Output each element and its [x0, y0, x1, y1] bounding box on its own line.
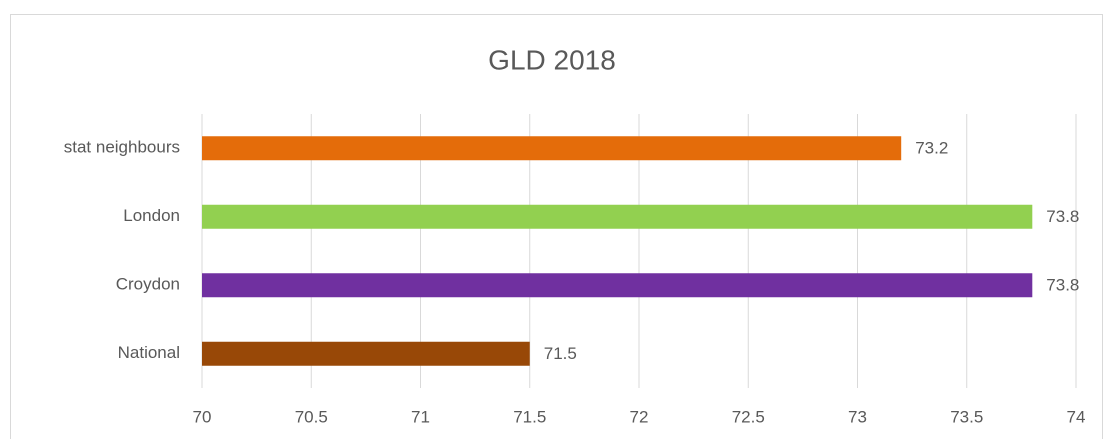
x-tick-label: 72.5: [732, 407, 765, 426]
y-tick-label: London: [123, 206, 180, 225]
bar: [202, 204, 1033, 229]
y-tick-label: National: [118, 343, 180, 362]
x-tick-label: 70.5: [295, 407, 328, 426]
bar: [202, 341, 530, 366]
bar: [202, 273, 1033, 298]
x-tick-label: 73: [848, 407, 867, 426]
data-label: 73.2: [915, 139, 948, 158]
x-tick-label: 70: [193, 407, 212, 426]
data-label: 73.8: [1046, 276, 1079, 295]
x-tick-label: 72: [630, 407, 649, 426]
data-label: 73.8: [1046, 207, 1079, 226]
x-tick-label: 73.5: [950, 407, 983, 426]
data-label: 71.5: [544, 344, 577, 363]
y-tick-label: Croydon: [116, 275, 180, 294]
x-tick-label: 74: [1067, 407, 1086, 426]
bar: [202, 136, 902, 161]
x-tick-label: 71: [411, 407, 430, 426]
chart-title: GLD 2018: [488, 44, 616, 75]
y-tick-label: stat neighbours: [64, 138, 180, 157]
x-tick-label: 71.5: [513, 407, 546, 426]
